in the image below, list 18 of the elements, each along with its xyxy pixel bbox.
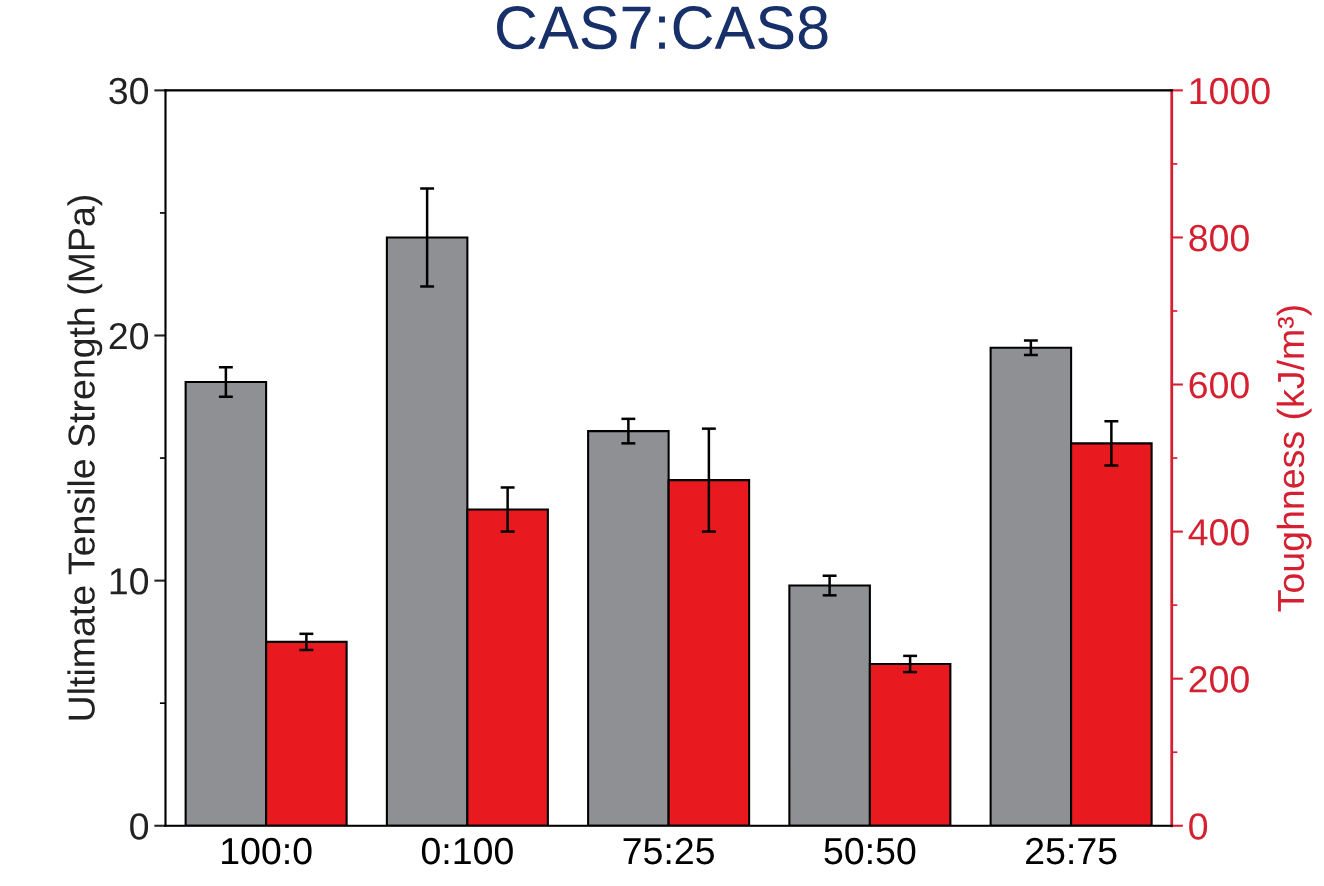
x-tick-label: 75:25 [623, 837, 714, 865]
y-axis-title: Ultimate Tensile Strength (MPa) [67, 196, 103, 720]
y2-tick-label: 400 [1188, 519, 1249, 546]
y-tick-label: 20 [109, 322, 149, 350]
y2-tick-label: 800 [1189, 224, 1249, 252]
y-tick-label: 30 [109, 77, 149, 105]
y2-axis-title: Toughness (kJ/m³) [1276, 306, 1312, 612]
y-tick-label: 0 [130, 813, 149, 840]
chart-title: CAS7:CAS8 [496, 6, 828, 50]
y2-tick-label: 1000 [1190, 77, 1270, 105]
y2-tick-label: 200 [1189, 666, 1249, 693]
y-tick-label: 10 [110, 568, 149, 595]
y2-tick-label: 0 [1189, 813, 1208, 840]
y2-tick-label: 600 [1189, 371, 1249, 399]
x-tick-label: 50:50 [824, 837, 916, 865]
x-tick-label: 100:0 [222, 837, 312, 865]
x-tick-label: 0:100 [421, 837, 513, 865]
x-tick-label: 25:75 [1026, 837, 1117, 865]
